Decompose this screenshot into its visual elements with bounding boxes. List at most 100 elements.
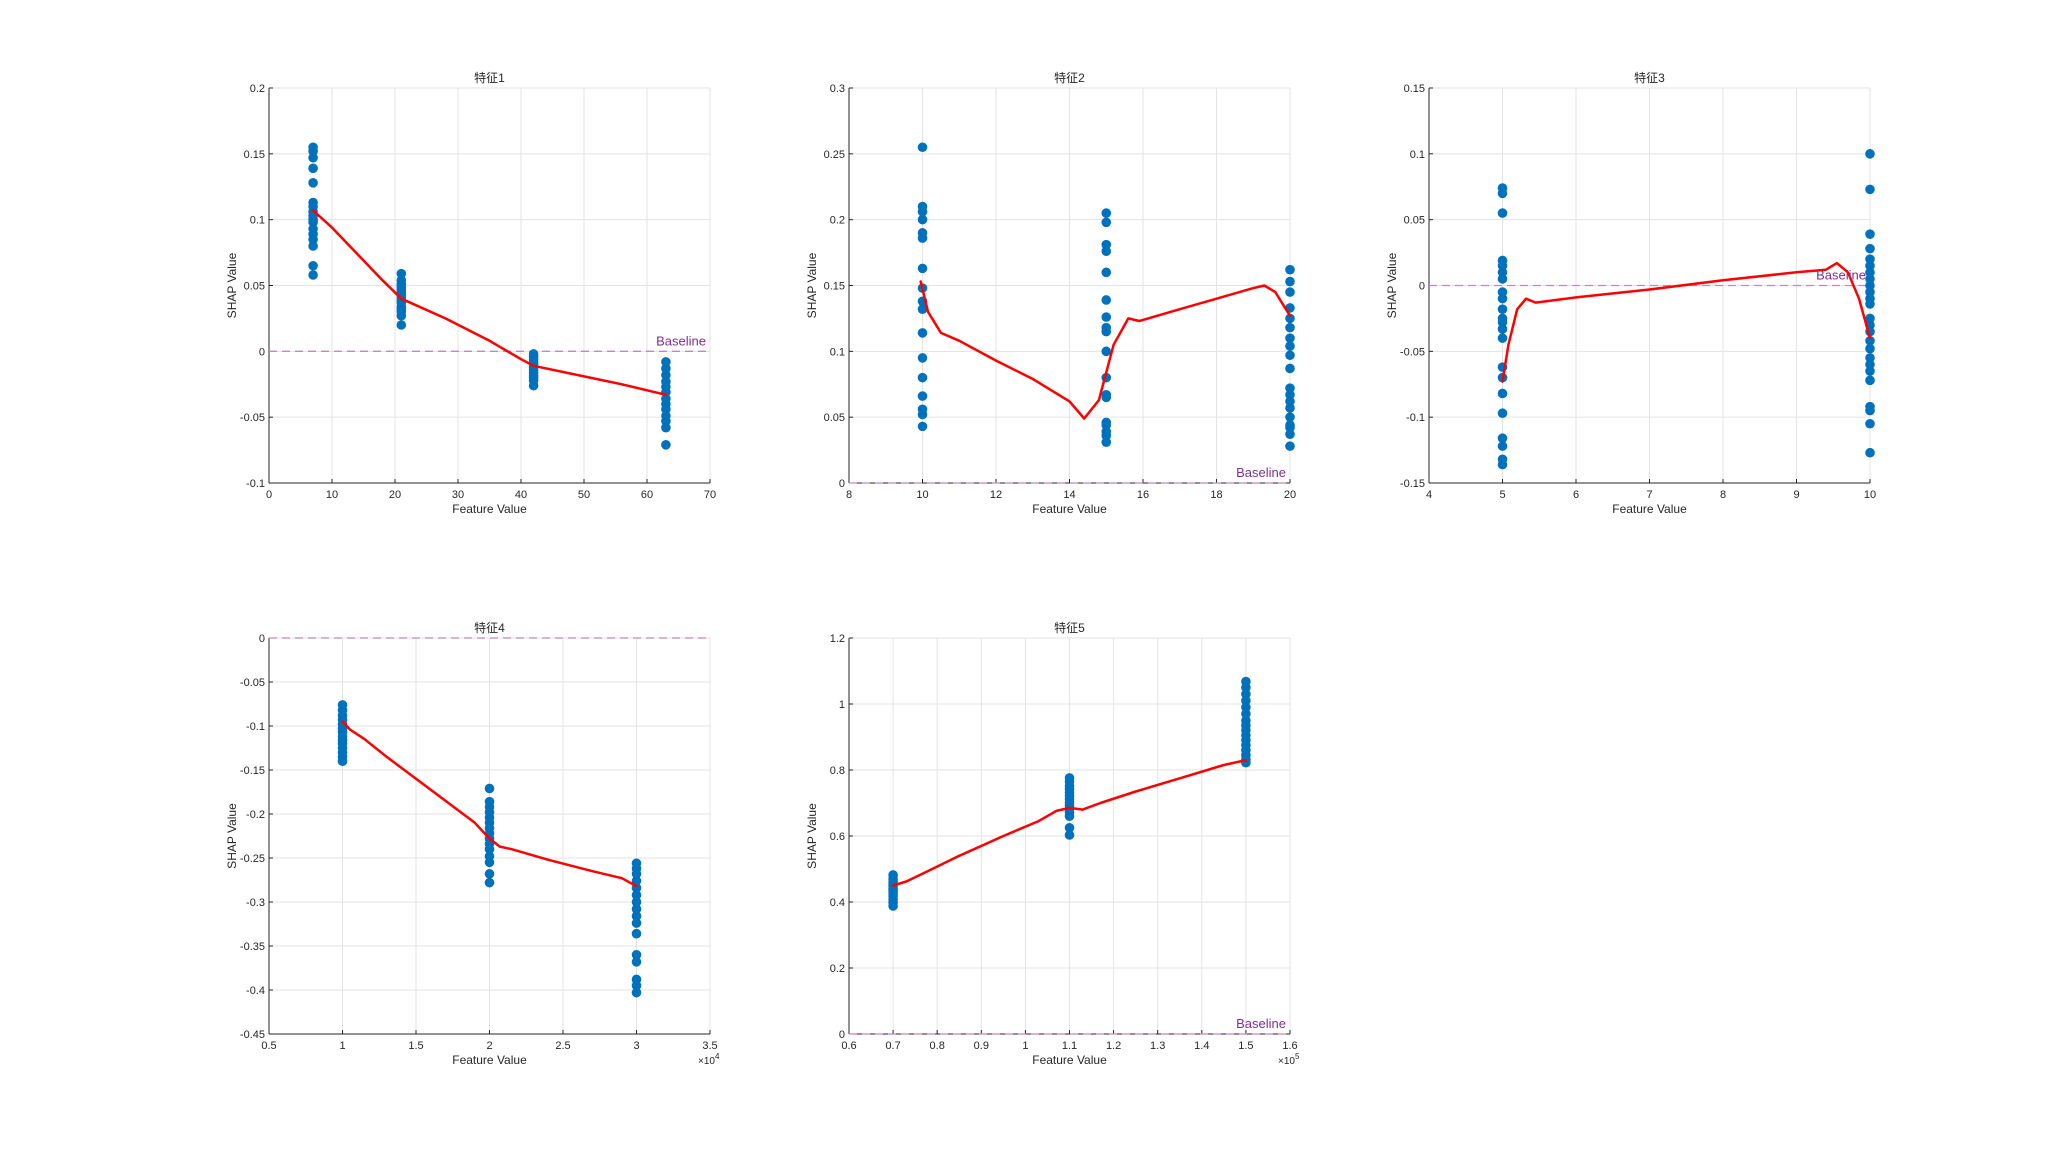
data-point bbox=[1497, 459, 1508, 470]
data-point bbox=[1497, 188, 1508, 199]
x-exponent-label: ×104 bbox=[698, 1052, 720, 1067]
data-point bbox=[1285, 363, 1295, 374]
data-point bbox=[1865, 343, 1875, 354]
data-point bbox=[631, 904, 642, 914]
y-tick-label: -0.15 bbox=[1400, 478, 1425, 490]
data-point bbox=[661, 404, 671, 415]
data-point bbox=[917, 409, 928, 420]
data-point bbox=[1241, 702, 1251, 713]
x-tick-label: 3 bbox=[633, 1040, 639, 1052]
data-point bbox=[308, 217, 318, 228]
data-point bbox=[1497, 333, 1508, 343]
x-tick-label: 30 bbox=[452, 489, 464, 501]
y-tick-label: -0.05 bbox=[1400, 346, 1425, 358]
data-point bbox=[1865, 336, 1875, 346]
baseline-label: Baseline bbox=[1236, 465, 1286, 480]
data-point bbox=[917, 263, 928, 274]
data-point bbox=[1865, 447, 1875, 458]
trend-line bbox=[341, 720, 638, 888]
data-point bbox=[1101, 295, 1112, 305]
data-point bbox=[1241, 689, 1251, 699]
data-point bbox=[1101, 312, 1112, 322]
x-tick-label: 1 bbox=[1022, 1040, 1028, 1052]
data-point bbox=[1497, 441, 1508, 451]
y-tick-label: 0.15 bbox=[1404, 83, 1425, 95]
subplot-5: 0.6 0.7 0.8 0.9 1 1.1 1.2 1.3 1.4 1.5 1.6 0 0.2 0.4 0.… bbox=[805, 620, 1300, 1067]
data-point bbox=[1497, 324, 1508, 334]
data-point bbox=[661, 363, 671, 374]
y-tick-label: 0.25 bbox=[824, 149, 845, 161]
data-point bbox=[917, 421, 928, 432]
data-point bbox=[917, 233, 928, 243]
data-point bbox=[1865, 375, 1875, 386]
data-point bbox=[1865, 366, 1875, 376]
x-tick-label: 1.3 bbox=[1150, 1040, 1165, 1052]
data-point bbox=[1497, 408, 1508, 419]
data-point bbox=[1241, 695, 1251, 706]
subplot-1: 0 10 20 30 40 50 60 70 -0.1 -0.05 0 0.05 0.1 0.15 0.2 特… bbox=[225, 70, 716, 516]
data-point bbox=[1865, 229, 1875, 239]
data-point bbox=[631, 890, 642, 900]
y-tick-label: -0.15 bbox=[240, 765, 265, 777]
data-point bbox=[484, 877, 495, 888]
baseline-label: Baseline bbox=[1816, 268, 1866, 283]
y-tick-label: -0.05 bbox=[240, 412, 265, 424]
x-tick-label: 7 bbox=[1646, 489, 1652, 501]
data-point bbox=[1064, 811, 1075, 821]
data-point bbox=[917, 372, 928, 383]
x-tick-label: 1.2 bbox=[1106, 1040, 1121, 1052]
y-tick-label: 0 bbox=[259, 346, 265, 358]
data-point bbox=[308, 163, 318, 174]
x-tick-label: 1.1 bbox=[1062, 1040, 1077, 1052]
data-point bbox=[1285, 276, 1295, 287]
x-axis-label: Feature Value bbox=[1612, 502, 1687, 516]
x-tick-label: 8 bbox=[846, 489, 852, 501]
x-tick-label: 1.5 bbox=[408, 1040, 423, 1052]
data-point bbox=[528, 380, 539, 391]
data-point bbox=[631, 950, 642, 960]
y-tick-label: -0.25 bbox=[240, 853, 265, 865]
x-tick-label: 2 bbox=[486, 1040, 492, 1052]
data-point bbox=[1101, 437, 1112, 447]
data-point bbox=[1101, 217, 1112, 228]
trend-line bbox=[311, 209, 668, 397]
y-tick-label: 0 bbox=[839, 1029, 845, 1041]
data-point bbox=[1285, 287, 1295, 297]
y-tick-label: -0.2 bbox=[246, 809, 265, 821]
data-point bbox=[1497, 274, 1508, 284]
data-point bbox=[661, 440, 671, 450]
data-point bbox=[1285, 383, 1295, 394]
data-point bbox=[1865, 149, 1875, 159]
data-point bbox=[1497, 287, 1508, 297]
data-point bbox=[1101, 326, 1112, 337]
data-point bbox=[631, 869, 642, 879]
y-tick-label: 0 bbox=[259, 633, 265, 645]
data-point bbox=[631, 918, 642, 928]
data-point bbox=[1285, 403, 1295, 413]
subplot-4: 0.5 1 1.5 2 2.5 3 3.5 -0.45 -0.4 -0.35 -0.3 -0.25 -0… bbox=[225, 620, 720, 1067]
data-point bbox=[484, 869, 495, 879]
y-tick-label: 0.4 bbox=[830, 897, 845, 909]
data-point bbox=[1101, 208, 1112, 218]
x-tick-label: 0 bbox=[266, 489, 272, 501]
data-point bbox=[1101, 267, 1112, 278]
data-point bbox=[917, 304, 928, 315]
x-tick-label: 1.6 bbox=[1282, 1040, 1297, 1052]
data-point bbox=[396, 268, 407, 279]
y-axis-label: SHAP Value bbox=[225, 252, 239, 318]
trend-line bbox=[919, 280, 1292, 420]
data-point bbox=[1241, 682, 1251, 693]
data-point bbox=[1101, 346, 1112, 357]
y-tick-label: -0.1 bbox=[246, 478, 265, 490]
y-tick-label: -0.35 bbox=[240, 941, 265, 953]
data-point bbox=[661, 357, 671, 367]
x-exponent-label: ×105 bbox=[1278, 1052, 1300, 1067]
y-tick-label: 0.1 bbox=[1410, 149, 1425, 161]
data-point bbox=[1865, 405, 1875, 416]
data-point bbox=[917, 214, 928, 225]
data-point bbox=[308, 241, 318, 251]
data-point bbox=[631, 911, 642, 921]
data-point bbox=[631, 980, 642, 991]
y-tick-label: -0.1 bbox=[1406, 412, 1425, 424]
baseline-label: Baseline bbox=[1236, 1016, 1286, 1031]
